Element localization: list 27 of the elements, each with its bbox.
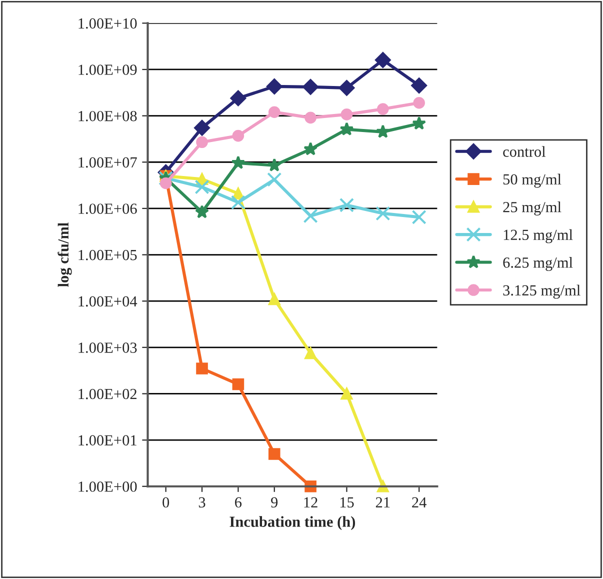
x-tick-label: 24 — [412, 497, 426, 508]
x-tick-label: 6 — [235, 497, 242, 508]
legend-label: 6.25 mg/ml — [503, 257, 573, 271]
y-tick-label: 1.00E+02 — [78, 388, 136, 400]
y-tick-label: 1.00E+09 — [78, 64, 137, 75]
x-tick-label: 12 — [304, 497, 318, 508]
y-tick-label: 1.00E+03 — [78, 342, 137, 353]
y-tick-label: 1.00E+05 — [78, 250, 137, 260]
y-tick-label: 1.00E+10 — [78, 18, 137, 29]
y-axis-title: log cfu/ml — [58, 222, 72, 287]
y-tick-label: 1.00E+08 — [78, 110, 137, 122]
legend-label: 25 mg/ml — [503, 202, 562, 216]
legend-label: 3.125 mg/ml — [503, 284, 580, 299]
x-tick-label: 3 — [198, 497, 206, 508]
legend-label: control — [503, 146, 546, 157]
x-tick-label: 15 — [340, 497, 354, 508]
y-tick-label: 1.00E+04 — [78, 296, 138, 307]
x-tick-label: 0 — [162, 497, 170, 508]
y-tick-label: 1.00E+07 — [78, 157, 137, 168]
y-tick-label: 1.00E+06 — [78, 204, 137, 214]
x-tick-label: 21 — [376, 497, 390, 508]
x-axis-title: Incubation time (h) — [230, 516, 356, 530]
x-tick-label: 9 — [271, 497, 278, 508]
y-tick-label: 1.00E+00 — [78, 482, 137, 492]
legend-label: 50 mg/ml — [503, 174, 562, 188]
y-tick-label: 1.00E+01 — [78, 435, 136, 446]
legend-label: 12.5 mg/ml — [504, 229, 573, 244]
